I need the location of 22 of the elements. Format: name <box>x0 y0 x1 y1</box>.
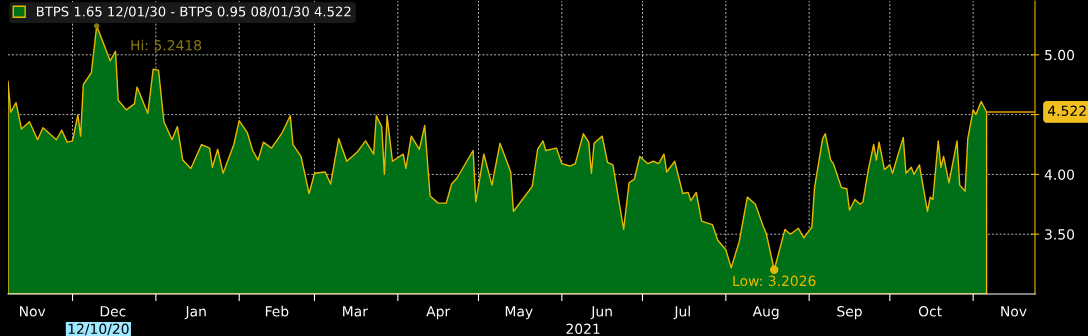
annotation: Hi: 5.2418 <box>131 39 202 51</box>
x-tick-label: May <box>505 306 533 320</box>
x-tick-label: Apr <box>426 306 451 320</box>
x-tick-label: Sep <box>837 306 862 320</box>
x-tick-label: Aug <box>752 306 779 320</box>
x-tick-label: Nov <box>20 306 46 317</box>
x-tick-label: Jun <box>590 306 612 320</box>
annotation: Low: 3.2026 <box>733 275 816 287</box>
x-tick-label: Nov <box>1001 306 1027 317</box>
legend-label: BTPS 1.65 12/01/30 - BTPS 0.95 08/01/30 4.522 <box>37 6 351 18</box>
text: 12/10/20 <box>68 323 129 336</box>
y-tick-label: 5.00 <box>1045 49 1075 61</box>
y-tick-label: 4.00 <box>1044 169 1075 180</box>
y-tick-label: 3.50 <box>1045 229 1075 240</box>
text: 2021 <box>566 323 600 335</box>
x-tick-label: Mar <box>343 306 368 317</box>
ref-line-label: 4.522 <box>1048 105 1086 117</box>
x-tick-label: Jan <box>184 306 206 320</box>
x-tick-label: Feb <box>265 305 289 317</box>
x-tick-label: Oct <box>918 306 942 317</box>
x-tick-label: Dec <box>100 306 126 317</box>
x-tick-label: Jul <box>673 305 690 320</box>
